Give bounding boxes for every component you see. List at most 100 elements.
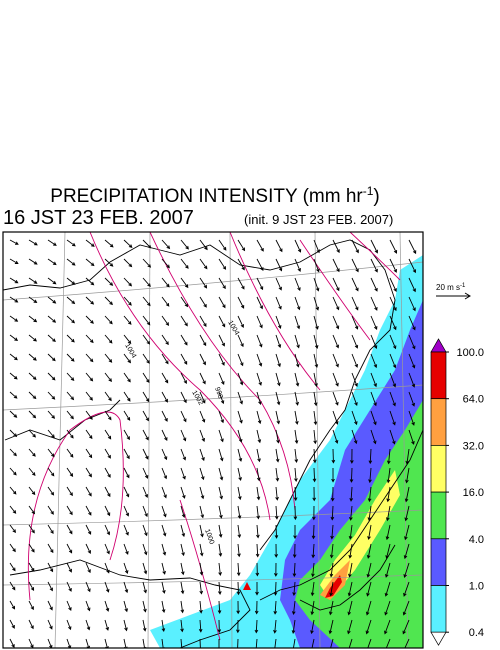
wind-arrow bbox=[28, 353, 37, 361]
wind-arrow bbox=[332, 334, 340, 349]
wind-arrow bbox=[85, 353, 94, 363]
wind-arrow bbox=[66, 277, 76, 285]
wind-arrow bbox=[142, 410, 149, 422]
wind-arrow bbox=[404, 505, 410, 522]
wind-arrow bbox=[199, 296, 207, 308]
wind-arrow bbox=[310, 600, 315, 616]
wind-arrow bbox=[218, 581, 222, 595]
wind-arrow bbox=[161, 315, 170, 326]
wind-arrow bbox=[199, 448, 205, 462]
wind-arrow bbox=[218, 334, 225, 347]
wind-arrow bbox=[47, 277, 57, 285]
wind-arrow bbox=[351, 353, 358, 368]
wind-arrow bbox=[180, 486, 186, 499]
wind-arrow bbox=[332, 410, 339, 425]
wind-arrow bbox=[9, 410, 18, 418]
wind-arrow bbox=[28, 410, 37, 419]
wind-arrow bbox=[236, 600, 240, 615]
wind-arrow bbox=[123, 353, 132, 364]
wind-arrow bbox=[104, 258, 114, 267]
wind-arrow bbox=[256, 505, 261, 520]
colorbar-segment bbox=[430, 585, 447, 633]
wind-arrow bbox=[104, 277, 114, 286]
wind-arrow bbox=[313, 296, 320, 311]
wind-arrow bbox=[351, 410, 358, 426]
wind-arrow bbox=[47, 486, 55, 496]
wind-arrow bbox=[9, 353, 18, 361]
wind-arrow bbox=[161, 334, 169, 346]
wind-arrow bbox=[142, 467, 149, 479]
wind-arrow bbox=[85, 277, 95, 286]
wind-arrow bbox=[310, 619, 315, 635]
wind-arrow bbox=[237, 296, 245, 309]
wind-arrow bbox=[123, 600, 128, 613]
wind-arrow bbox=[254, 619, 259, 634]
wind-arrow bbox=[332, 296, 340, 311]
wind-arrow bbox=[256, 296, 263, 310]
wind-arrow bbox=[85, 505, 92, 516]
wind-arrow bbox=[142, 505, 148, 518]
wind-arrow bbox=[28, 239, 38, 246]
wind-arrow bbox=[256, 277, 264, 291]
wind-arrow bbox=[331, 448, 336, 464]
wind-arrow bbox=[161, 239, 171, 250]
wind-arrow bbox=[255, 581, 259, 596]
wind-arrow bbox=[9, 486, 17, 495]
wind-arrow bbox=[218, 467, 224, 481]
wind-arrow bbox=[161, 372, 169, 384]
wind-arrow bbox=[236, 619, 240, 634]
wind-arrow bbox=[85, 619, 91, 631]
wind-arrow bbox=[294, 429, 299, 444]
wind-reference-arrow bbox=[436, 292, 471, 300]
wind-arrow bbox=[199, 315, 207, 327]
wind-arrow bbox=[237, 543, 241, 558]
wind-arrow bbox=[142, 277, 151, 288]
wind-arrow bbox=[9, 467, 17, 476]
wind-arrow bbox=[161, 486, 167, 499]
wind-arrow bbox=[28, 296, 38, 304]
wind-arrow bbox=[104, 353, 113, 363]
wind-arrow bbox=[332, 239, 340, 254]
wind-arrow bbox=[104, 296, 113, 306]
wind-arrow bbox=[237, 638, 239, 648]
wind-arrow bbox=[332, 315, 340, 330]
wind-arrow bbox=[408, 353, 416, 369]
wind-arrow bbox=[218, 638, 220, 648]
wind-arrow bbox=[294, 391, 299, 406]
wind-arrow bbox=[312, 486, 317, 502]
wind-arrow bbox=[47, 391, 56, 400]
wind-arrow bbox=[180, 296, 189, 308]
wind-arrow bbox=[180, 277, 189, 289]
wind-arrow bbox=[218, 353, 225, 366]
wind-arrow bbox=[28, 524, 35, 534]
wind-arrow bbox=[161, 524, 167, 537]
wind-arrow bbox=[66, 353, 75, 362]
wind-arrow bbox=[28, 467, 36, 476]
wind-arrow bbox=[389, 391, 396, 407]
wind-arrow bbox=[85, 543, 91, 555]
wind-arrow bbox=[408, 296, 416, 312]
wind-arrow bbox=[28, 619, 34, 630]
wind-arrow bbox=[275, 486, 279, 501]
wind-arrow bbox=[313, 353, 319, 369]
wind-arrow bbox=[294, 353, 300, 368]
wind-arrow bbox=[142, 334, 151, 345]
wind-arrow bbox=[123, 486, 130, 498]
wind-arrow bbox=[385, 524, 391, 541]
wind-arrow bbox=[66, 429, 74, 439]
wind-arrow bbox=[66, 600, 72, 612]
wind-arrow bbox=[370, 391, 377, 407]
wind-arrow bbox=[9, 372, 18, 380]
wind-arrow bbox=[142, 562, 148, 575]
wind-arrow bbox=[385, 543, 391, 560]
wind-arrow bbox=[85, 562, 91, 574]
wind-arrow bbox=[313, 410, 318, 426]
wind-arrow bbox=[312, 448, 317, 464]
wind-arrow bbox=[161, 391, 168, 403]
wind-arrow bbox=[123, 277, 133, 287]
wind-arrow bbox=[161, 543, 167, 556]
wind-ref-main: 20 m s bbox=[436, 283, 460, 292]
wind-arrow bbox=[104, 239, 114, 248]
wind-arrow bbox=[9, 296, 19, 303]
wind-arrow bbox=[389, 277, 397, 293]
